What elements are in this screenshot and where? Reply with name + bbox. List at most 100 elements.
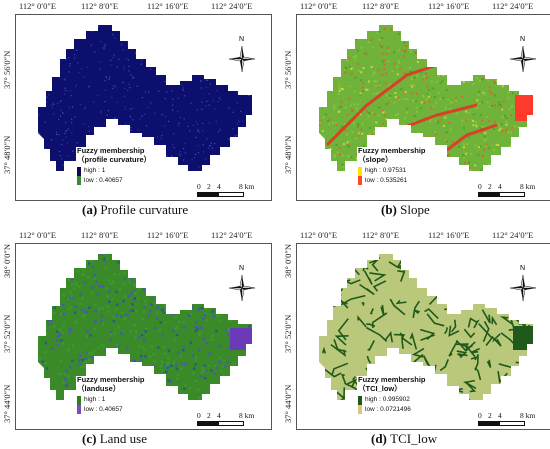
scale-tick-label: 8 km xyxy=(520,182,536,191)
membership-legend: Fuzzy membership （TCI_low） high : 0.9959… xyxy=(358,375,478,419)
north-arrow-icon: N xyxy=(227,36,257,76)
latitude-label: 37° 48′0″N xyxy=(283,135,293,174)
north-arrow-icon: N xyxy=(227,265,257,305)
compass-rose-icon xyxy=(228,274,256,302)
longitude-label: 112° 8′0″E xyxy=(81,230,119,240)
scale-bar: 0 2 4 8 km xyxy=(478,182,548,198)
caption-letter: (c) xyxy=(82,431,100,446)
scale-tick-label: 8 km xyxy=(239,411,255,420)
latitude-label: 37° 44′0″N xyxy=(2,384,12,423)
longitude-label: 112° 24′0″E xyxy=(492,230,534,240)
longitude-label: 112° 8′0″E xyxy=(81,1,119,11)
map-frame xyxy=(15,243,272,430)
caption-text: Profile curvature xyxy=(100,202,189,217)
scale-tick-label: 8 km xyxy=(239,182,255,191)
north-letter: N xyxy=(520,265,526,272)
longitude-label: 112° 16′0″E xyxy=(147,1,189,11)
scale-tick-label: 4 xyxy=(498,182,502,191)
map-frame xyxy=(296,243,550,430)
scale-tick-label: 4 xyxy=(217,182,221,191)
legend-high-value: high : 1 xyxy=(84,396,106,403)
longitude-label: 112° 0′0″E xyxy=(300,1,338,11)
map-panel-d: 112° 0′0″E 112° 8′0″E 112° 16′0″E 112° 2… xyxy=(281,229,550,449)
legend-title: Fuzzy membership xyxy=(358,146,426,155)
compass-rose-icon xyxy=(509,45,537,73)
scale-segment xyxy=(197,192,219,197)
scale-tick-label: 0 xyxy=(197,411,201,420)
latitude-label: 37° 52′0″N xyxy=(283,314,293,353)
legend-title: Fuzzy membership xyxy=(77,146,145,155)
panel-caption: (a) Profile curvature xyxy=(82,202,188,218)
legend-subtitle: （TCI_low） xyxy=(358,384,402,393)
panel-caption: (c) Land use xyxy=(82,431,147,447)
longitude-label: 112° 16′0″E xyxy=(147,230,189,240)
legend-high-value: high : 0.97531 xyxy=(365,167,407,174)
legend-title: Fuzzy membership xyxy=(77,375,145,384)
panel-caption: (b) Slope xyxy=(381,202,430,218)
study-area-map xyxy=(38,25,252,171)
scale-bar: 0 2 4 8 km xyxy=(197,411,267,427)
longitude-label: 112° 8′0″E xyxy=(362,230,400,240)
legend-subtitle: （landuse） xyxy=(77,384,121,393)
latitude-label: 37° 56′0″N xyxy=(283,50,293,89)
longitude-label: 112° 8′0″E xyxy=(362,1,400,11)
legend-low-value: low : 0.535261 xyxy=(365,177,408,184)
compass-rose-icon xyxy=(228,45,256,73)
scale-segment xyxy=(197,421,219,426)
study-area-map xyxy=(38,254,252,400)
scale-tick-label: 0 xyxy=(478,182,482,191)
longitude-label: 112° 24′0″E xyxy=(211,230,253,240)
caption-text: Slope xyxy=(400,202,430,217)
scale-tick-label: 2 xyxy=(488,411,492,420)
legend-high-value: high : 0.995902 xyxy=(365,396,410,403)
study-area xyxy=(38,25,252,171)
caption-letter: (b) xyxy=(381,202,401,217)
north-letter: N xyxy=(520,36,526,43)
legend-swatch-low xyxy=(77,405,81,414)
scale-tick-label: 2 xyxy=(207,182,211,191)
north-arrow-icon: N xyxy=(508,36,538,76)
panel-caption: (d) TCI_low xyxy=(371,431,437,447)
legend-low-value: low : 0.40657 xyxy=(84,177,123,184)
scale-tick-label: 4 xyxy=(217,411,221,420)
scale-tick-label: 0 xyxy=(197,182,201,191)
map-panel-b: 112° 0′0″E 112° 8′0″E 112° 16′0″E 112° 2… xyxy=(281,0,550,220)
legend-swatch-high xyxy=(77,396,81,405)
study-area-map xyxy=(319,254,533,400)
latitude-label: 37° 56′0″N xyxy=(2,50,12,89)
map-panel-c: 112° 0′0″E 112° 8′0″E 112° 16′0″E 112° 2… xyxy=(0,229,272,449)
caption-text: TCI_low xyxy=(390,431,438,446)
latitude-label: 37° 44′0″N xyxy=(283,384,293,423)
legend-swatch-low xyxy=(77,176,81,185)
legend-subtitle: （slope） xyxy=(358,155,393,164)
study-area xyxy=(319,254,533,400)
scale-tick-label: 2 xyxy=(207,411,211,420)
compass-rose-icon xyxy=(509,274,537,302)
membership-legend: Fuzzy membership （slope） high : 0.97531 … xyxy=(358,146,478,190)
scale-tick-label: 0 xyxy=(478,411,482,420)
legend-swatch-high xyxy=(358,167,362,176)
scale-segment xyxy=(499,192,525,197)
map-frame xyxy=(15,14,272,201)
legend-title: Fuzzy membership xyxy=(358,375,426,384)
legend-high-value: high : 1 xyxy=(84,167,106,174)
scale-segment xyxy=(478,192,500,197)
latitude-label: 37° 48′0″N xyxy=(2,135,12,174)
legend-swatch-high xyxy=(358,396,362,405)
map-frame xyxy=(296,14,550,201)
scale-bar: 0 2 4 8 km xyxy=(478,411,548,427)
caption-letter: (a) xyxy=(82,202,101,217)
map-panel-a: 112° 0′0″E 112° 8′0″E 112° 16′0″E 112° 2… xyxy=(0,0,272,220)
legend-subtitle: （profile curvature） xyxy=(77,155,152,164)
north-letter: N xyxy=(239,265,245,272)
caption-text: Land use xyxy=(99,431,147,446)
scale-segment xyxy=(218,421,244,426)
scale-tick-label: 4 xyxy=(498,411,502,420)
legend-swatch-low xyxy=(358,176,362,185)
latitude-label: 37° 52′0″N xyxy=(2,314,12,353)
latitude-label: 38° 0′0″N xyxy=(283,243,293,278)
legend-swatch-low xyxy=(358,405,362,414)
caption-letter: (d) xyxy=(371,431,391,446)
scale-tick-label: 2 xyxy=(488,182,492,191)
scale-segment xyxy=(478,421,500,426)
